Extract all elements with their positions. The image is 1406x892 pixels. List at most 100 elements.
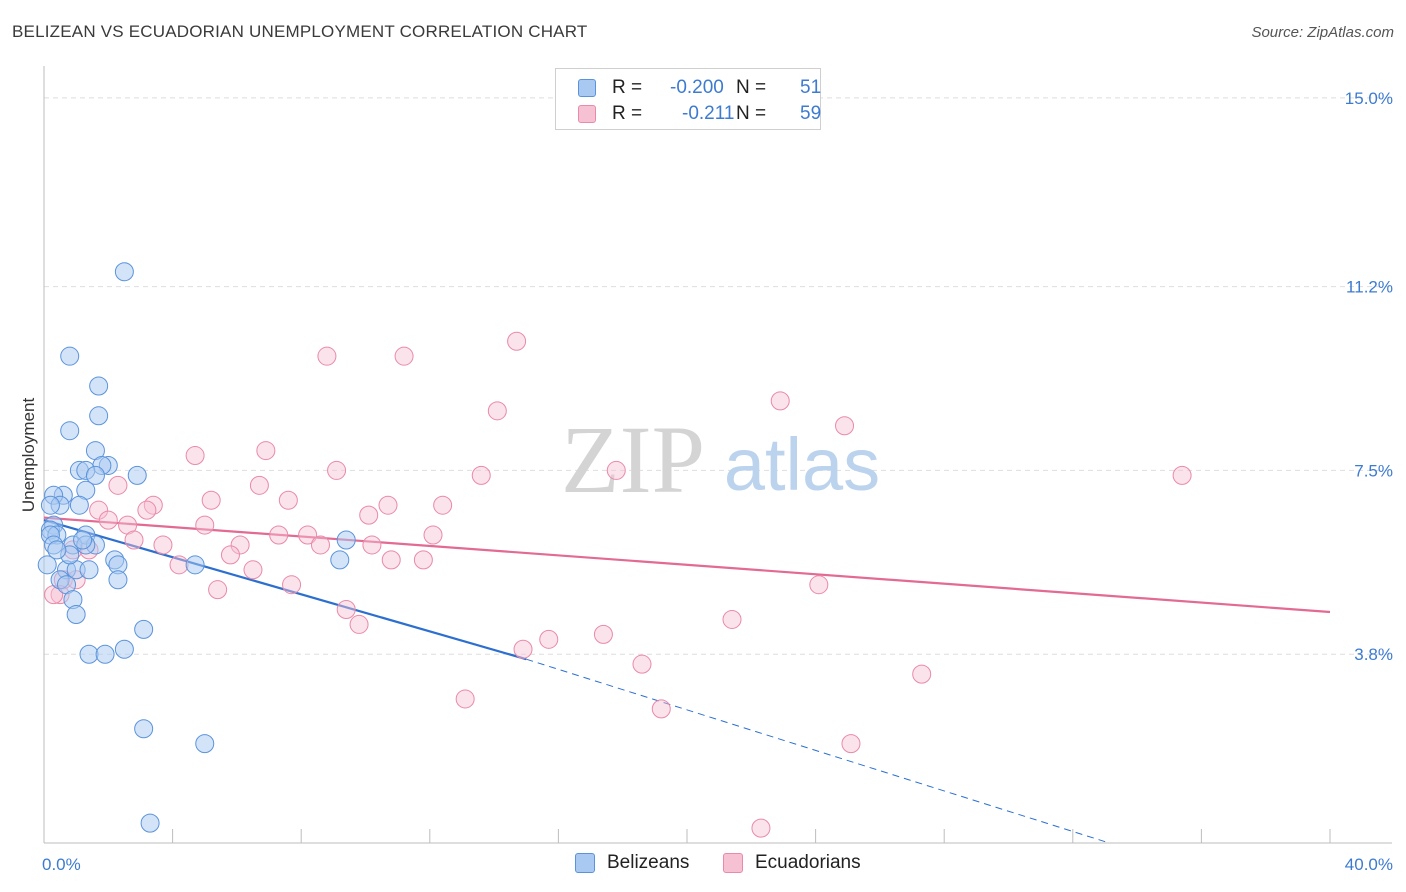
ecuadorian-point — [751, 818, 771, 838]
ecuadorian-point — [606, 460, 626, 480]
belizean-point — [69, 495, 89, 515]
ecuadorian-point — [256, 441, 276, 461]
belizean-point — [185, 555, 205, 575]
blue-swatch-icon — [578, 79, 596, 97]
belizean-point — [79, 560, 99, 580]
legend-n-label: N = — [736, 77, 767, 98]
ecuadorian-point — [394, 346, 414, 366]
ecuadorian-point — [471, 465, 491, 485]
ecuadorian-point — [835, 416, 855, 436]
ecuadorian-point — [841, 734, 861, 754]
x-tick-label: 40.0% — [1345, 855, 1393, 874]
ecuadorian-point — [651, 699, 671, 719]
belizean-point — [330, 550, 350, 570]
ecuadorian-point — [195, 515, 215, 535]
belizean-point — [195, 734, 215, 754]
ecuadorian-point — [770, 391, 790, 411]
belizean-points — [37, 262, 356, 833]
ecuadorian-point — [378, 495, 398, 515]
ecuadorian-point — [513, 639, 533, 659]
ecuadorian-point — [169, 555, 189, 575]
correlation-legend: R = -0.200 N = 51 R = -0.211 N = 59 — [555, 68, 821, 130]
legend-r-label: R = — [612, 103, 643, 124]
ecuadorian-point — [423, 525, 443, 545]
legend-n-value: 59 — [800, 103, 822, 124]
belizean-point — [89, 376, 109, 396]
ecuadorian-point — [455, 689, 475, 709]
ecuadorian-point — [327, 460, 347, 480]
ecuadorian-point — [98, 510, 118, 530]
trendlines — [43, 516, 1331, 844]
ecuadorian-point — [413, 550, 433, 570]
belizean-point — [73, 530, 93, 550]
belizean-point — [114, 262, 134, 282]
ecuadorian-point — [269, 525, 289, 545]
y-tick-label: 11.2% — [1346, 278, 1393, 297]
ecuadorian-point — [912, 664, 932, 684]
ecuadorian-point — [809, 575, 829, 595]
ecuadorian-point — [89, 500, 109, 520]
ecuadorian-point — [153, 535, 173, 555]
ecuadorian-point — [593, 624, 613, 644]
ecuadorian-point — [507, 331, 527, 351]
chart-title: BELIZEAN VS ECUADORIAN UNEMPLOYMENT CORR… — [12, 22, 588, 41]
belizean-point — [47, 540, 67, 560]
legend-label-ecuadorians: Ecuadorians — [755, 852, 861, 873]
ecuadorian-point — [243, 560, 263, 580]
belizean-point — [79, 644, 99, 664]
blue-swatch-icon — [575, 853, 595, 873]
ecuadorian-point — [137, 500, 157, 520]
ecuadorian-trendline — [43, 516, 1331, 614]
legend-n-value: 51 — [800, 77, 822, 98]
belizean-point — [134, 719, 154, 739]
belizean-point — [114, 639, 134, 659]
legend-label-belizeans: Belizeans — [607, 852, 690, 873]
ecuadorian-point — [124, 530, 144, 550]
pink-swatch-icon — [723, 853, 743, 873]
ecuadorian-point — [278, 490, 298, 510]
belizean-point — [127, 465, 147, 485]
belizean-trendline — [43, 519, 527, 661]
legend-r-value: -0.211 — [682, 103, 735, 124]
ecuadorian-point — [310, 535, 330, 555]
ecuadorian-point — [298, 525, 318, 545]
y-tick-label: 3.8% — [1354, 645, 1393, 664]
ecuadorian-point — [208, 580, 228, 600]
y-axis-label: Unemployment — [19, 398, 38, 513]
legend-r-label: R = — [612, 77, 643, 98]
tick-labels: 3.8% 7.5% 11.2% 15.0% 0.0% 40.0% — [42, 89, 1393, 874]
ecuadorian-point — [220, 545, 240, 565]
watermark: ZIP atlas — [561, 406, 880, 513]
series-legend: Belizeans Ecuadorians — [0, 852, 1406, 878]
ecuadorian-point — [359, 505, 379, 525]
ecuadorian-point — [349, 614, 369, 634]
ecuadorian-point — [185, 446, 205, 466]
ecuadorian-point — [230, 535, 250, 555]
x-tick-label: 0.0% — [42, 855, 81, 874]
belizean-point — [40, 495, 60, 515]
watermark-zip: ZIP — [561, 406, 705, 513]
belizean-point — [89, 406, 109, 426]
ecuadorian-point — [632, 654, 652, 674]
ecuadorian-point — [487, 401, 507, 421]
belizean-point — [66, 604, 86, 624]
ecuadorian-point — [143, 495, 163, 515]
belizean-point — [60, 346, 80, 366]
legend-n-label: N = — [736, 103, 767, 124]
pink-swatch-icon — [578, 105, 596, 123]
ecuadorian-point — [336, 600, 356, 620]
ecuadorian-point — [1172, 465, 1192, 485]
belizean-point — [85, 465, 105, 485]
belizean-point — [140, 813, 160, 833]
ecuadorian-point — [282, 575, 302, 595]
belizean-point — [108, 570, 128, 590]
axes — [43, 66, 1392, 844]
ecuadorian-point — [362, 535, 382, 555]
ecuadorian-point — [722, 609, 742, 629]
ecuadorian-point — [433, 495, 453, 515]
belizean-point — [37, 555, 57, 575]
ecuadorian-point — [539, 629, 559, 649]
ecuadorian-point — [108, 475, 128, 495]
belizean-point — [134, 619, 154, 639]
